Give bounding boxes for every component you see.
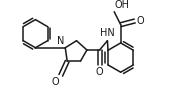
Text: N: N (57, 36, 65, 46)
Text: O: O (51, 77, 59, 87)
Text: O: O (96, 67, 103, 77)
Text: OH: OH (115, 0, 130, 10)
Text: HN: HN (100, 28, 114, 38)
Text: O: O (136, 16, 144, 26)
